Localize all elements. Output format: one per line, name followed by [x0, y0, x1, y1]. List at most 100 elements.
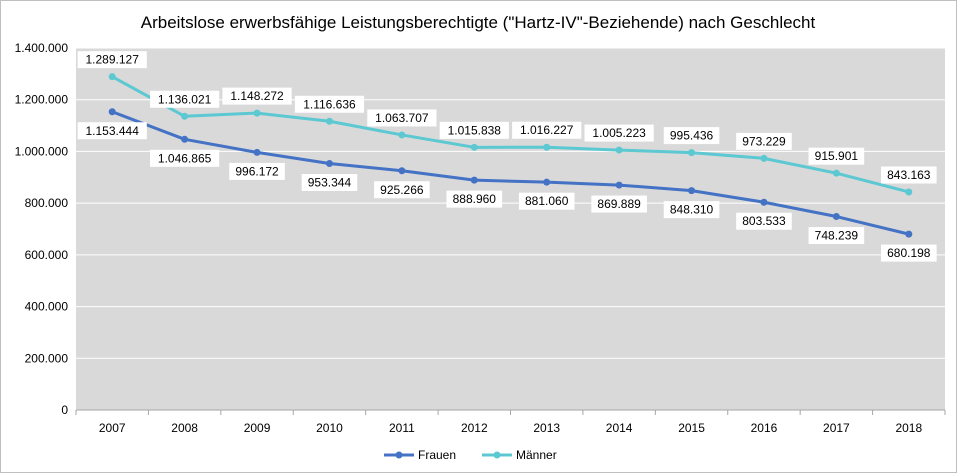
- axes: 0 200.000 400.000 600.000 800.000 1.000.000 1.…: [15, 41, 946, 435]
- data-point: [470, 143, 478, 151]
- data-label: 843.163: [887, 168, 931, 182]
- data-point: [905, 188, 913, 196]
- data-point: [470, 176, 478, 184]
- data-label: 1.016.227: [520, 123, 574, 137]
- data-labels: 1.153.444 1.046.865 996.172 953.344 925.266 8…: [77, 51, 937, 262]
- data-point: [543, 143, 551, 151]
- chart-title: Arbeitslose erwerbsfähige Leistungsberec…: [141, 13, 816, 32]
- data-label: 925.266: [380, 183, 424, 197]
- data-point: [325, 159, 333, 167]
- data-label-bg: [736, 212, 792, 230]
- x-tick-label: 2008: [171, 421, 198, 435]
- y-tick-label: 400.000: [25, 300, 69, 314]
- x-tick-label: 2010: [316, 421, 343, 435]
- data-label: 1.063.707: [375, 111, 429, 125]
- data-point: [108, 73, 116, 81]
- data-label-bg: [367, 109, 437, 127]
- data-label-bg: [808, 147, 865, 165]
- data-point: [832, 169, 840, 177]
- data-label-bg: [301, 173, 358, 191]
- data-label: 848.310: [670, 203, 714, 217]
- y-tick-label: 1.200.000: [15, 93, 69, 107]
- data-label-bg: [77, 122, 147, 140]
- series-line-frauen: [110, 110, 911, 236]
- data-point: [181, 135, 189, 143]
- x-tick-label: 2017: [823, 421, 850, 435]
- legend-label: Männer: [516, 448, 557, 462]
- x-tick-label: 2016: [751, 421, 778, 435]
- data-label-bg: [77, 51, 147, 69]
- data-label: 881.060: [525, 194, 569, 208]
- x-tick-label: 2018: [895, 421, 922, 435]
- x-tick-label: 2007: [99, 421, 126, 435]
- data-label-bg: [446, 190, 503, 208]
- data-point: [543, 178, 551, 186]
- x-tick-label: 2009: [244, 421, 271, 435]
- x-tick-label: 2015: [678, 421, 705, 435]
- data-label: 915.901: [815, 149, 859, 163]
- data-point: [688, 149, 696, 157]
- data-label: 953.344: [308, 175, 352, 189]
- data-point: [615, 146, 623, 154]
- data-label: 1.148.272: [230, 89, 284, 103]
- y-tick-label: 1.000.000: [15, 144, 69, 158]
- data-label-bg: [808, 227, 865, 245]
- data-label-bg: [736, 132, 792, 150]
- data-label-bg: [591, 195, 647, 213]
- y-tick-label: 0: [61, 403, 68, 417]
- data-point: [832, 213, 840, 221]
- data-label: 1.116.636: [303, 97, 356, 111]
- data-label-bg: [222, 87, 292, 105]
- data-label: 995.436: [670, 129, 714, 143]
- data-label-bg: [663, 127, 720, 145]
- data-label-bg: [374, 181, 430, 199]
- data-label: 1.136.021: [158, 92, 212, 106]
- data-point: [325, 117, 333, 125]
- data-label-bg: [880, 166, 937, 184]
- gridlines: [76, 47, 945, 359]
- y-tick-label: 1.400.000: [15, 41, 69, 55]
- data-label-bg: [880, 244, 937, 262]
- data-label: 680.198: [887, 246, 931, 260]
- y-tick-label: 800.000: [25, 196, 69, 210]
- x-tick-label: 2011: [389, 421, 415, 435]
- legend-label: Frauen: [418, 448, 456, 462]
- data-point: [181, 112, 189, 120]
- data-point: [905, 230, 913, 238]
- data-label: 1.015.838: [448, 123, 502, 137]
- legend: Frauen Männer: [384, 448, 557, 462]
- data-label: 748.239: [815, 229, 859, 243]
- data-label: 869.889: [597, 197, 641, 211]
- data-label-bg: [229, 162, 285, 180]
- data-label-bg: [518, 192, 575, 210]
- data-label-bg: [439, 121, 509, 139]
- data-point: [398, 167, 406, 175]
- y-tick-label: 200.000: [25, 351, 69, 365]
- data-point: [615, 181, 623, 189]
- data-label: 1.005.223: [592, 126, 646, 140]
- data-label: 1.153.444: [86, 124, 140, 138]
- data-label-bg: [512, 121, 582, 139]
- data-label: 996.172: [235, 164, 279, 178]
- data-label-bg: [150, 149, 220, 167]
- data-point: [398, 131, 406, 139]
- data-point: [253, 148, 261, 156]
- x-tick-label: 2013: [533, 421, 560, 435]
- data-label-bg: [584, 124, 654, 142]
- x-tick-label: 2014: [606, 421, 633, 435]
- data-label-bg: [663, 201, 720, 219]
- plot-area: [76, 48, 945, 410]
- data-point: [108, 108, 116, 116]
- data-point: [253, 109, 261, 117]
- data-point: [760, 154, 768, 162]
- data-label: 1.289.127: [86, 53, 140, 67]
- data-label-bg: [150, 90, 220, 108]
- legend-marker: [493, 451, 501, 459]
- data-label-bg: [294, 95, 365, 113]
- data-label: 1.046.865: [158, 151, 212, 165]
- y-tick-label: 600.000: [25, 248, 69, 262]
- data-label: 803.533: [742, 214, 786, 228]
- data-label: 888.960: [453, 192, 497, 206]
